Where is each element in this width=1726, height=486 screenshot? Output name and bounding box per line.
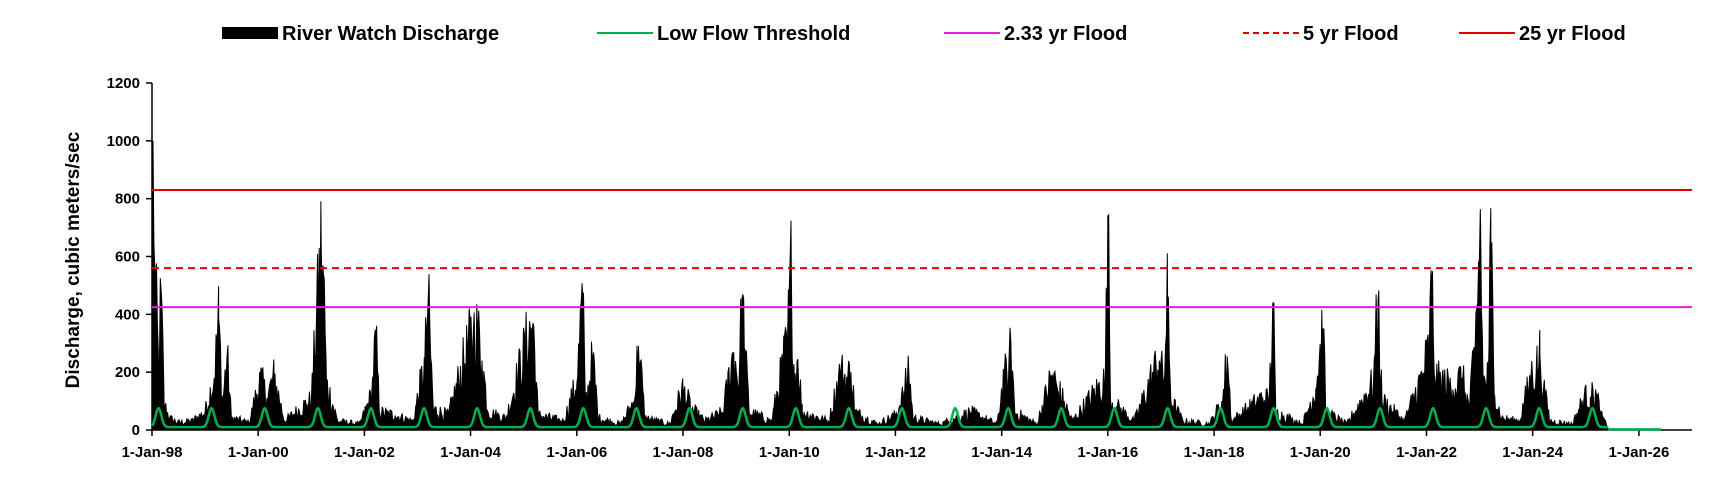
x-tick-label: 1-Jan-14: [971, 444, 1033, 461]
x-tick-label: 1-Jan-26: [1608, 444, 1669, 461]
x-tick-label: 1-Jan-98: [122, 444, 183, 461]
y-tick-label: 200: [115, 364, 140, 381]
y-tick-label: 1200: [107, 75, 140, 92]
x-tick-label: 1-Jan-08: [653, 444, 714, 461]
y-tick-label: 600: [115, 249, 140, 266]
y-tick-label: 0: [132, 422, 140, 439]
x-tick-label: 1-Jan-20: [1290, 444, 1351, 461]
y-axis: 0 200 400 600 800 1000 1200: [107, 75, 153, 439]
x-tick-label: 1-Jan-06: [546, 444, 607, 461]
x-tick-label: 1-Jan-18: [1184, 444, 1245, 461]
legend-label: 2.33 yr Flood: [1004, 23, 1127, 45]
x-tick-label: 1-Jan-16: [1077, 444, 1138, 461]
legend-label: 25 yr Flood: [1519, 23, 1626, 45]
legend-item: 2.33 yr Flood: [944, 23, 1127, 45]
plot-area: [150, 140, 1692, 431]
legend-label: River Watch Discharge: [282, 23, 499, 45]
x-tick-label: 1-Jan-10: [759, 444, 820, 461]
low-flow-threshold-line: [150, 406, 1608, 429]
y-tick-label: 800: [115, 191, 140, 208]
legend-label: 5 yr Flood: [1303, 23, 1399, 45]
x-tick-label: 1-Jan-12: [865, 444, 926, 461]
legend-label: Low Flow Threshold: [657, 23, 850, 45]
x-tick-label: 1-Jan-04: [440, 444, 502, 461]
y-tick-label: 400: [115, 306, 140, 323]
x-axis: 1-Jan-98 1-Jan-00 1-Jan-02 1-Jan-04 1-Jan-06…: [122, 429, 1692, 461]
legend: River Watch Discharge Low Flow Threshold 2…: [222, 23, 1626, 45]
legend-swatch-discharge: [222, 27, 278, 39]
x-tick-label: 1-Jan-00: [228, 444, 289, 461]
legend-item: River Watch Discharge: [222, 23, 499, 45]
legend-item: 5 yr Flood: [1243, 23, 1399, 45]
x-tick-label: 1-Jan-22: [1396, 444, 1457, 461]
y-tick-label: 1000: [107, 133, 140, 150]
legend-item: 25 yr Flood: [1459, 23, 1626, 45]
y-axis-title: Discharge, cubic meters/sec: [63, 131, 84, 388]
legend-item: Low Flow Threshold: [597, 23, 850, 45]
discharge-area: [151, 140, 1609, 431]
x-tick-label: 1-Jan-02: [334, 444, 395, 461]
x-tick-label: 1-Jan-24: [1502, 444, 1564, 461]
